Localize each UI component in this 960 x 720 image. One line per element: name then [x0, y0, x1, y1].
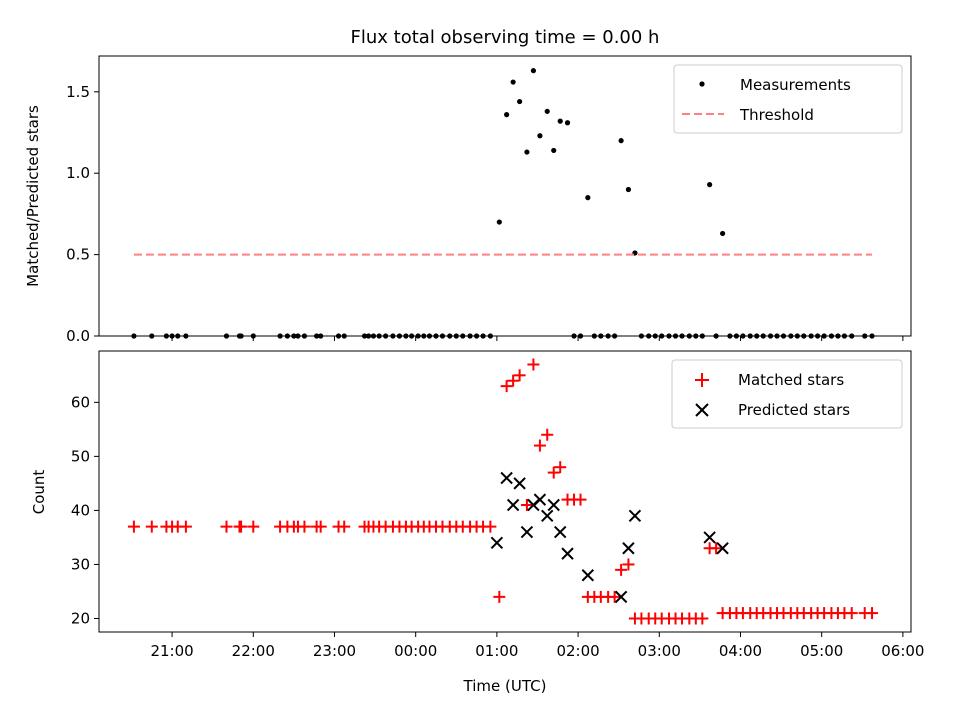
matched-star-point [247, 520, 260, 533]
measurement-point [618, 138, 624, 144]
predicted-legend-label: Predicted stars [738, 401, 850, 419]
matched-star-point [541, 428, 554, 441]
matched-star-point [622, 558, 635, 571]
measurement-point [564, 120, 571, 126]
matched-star-point [608, 590, 621, 603]
matched-star-point [845, 607, 858, 620]
matched-star-point [513, 369, 526, 382]
x-tick-label: 03:00 [638, 642, 681, 660]
predicted-star-point [716, 542, 729, 555]
measurement-point [585, 195, 591, 201]
ratio-y-tick-label: 0.5 [66, 246, 90, 264]
x-axis-label: Time (UTC) [463, 677, 547, 695]
measurement-point [720, 230, 726, 237]
measurement-point [707, 182, 713, 188]
matched-legend-label: Matched stars [738, 371, 844, 389]
matched-star-point [574, 493, 587, 506]
predicted-star-point [513, 477, 526, 490]
matched-star-point [500, 380, 513, 393]
counts-y-tick-label: 30 [71, 555, 90, 573]
ratio-panel: 0.0 0.5 1.0 1.5 Matched/Predicted stars Mea… [24, 55, 912, 345]
counts-y-axis-label: Count [30, 470, 48, 515]
counts-y-tick-label: 40 [71, 501, 90, 519]
counts-y-tick-label: 50 [71, 447, 90, 465]
x-tick-label: 04:00 [719, 642, 762, 660]
x-tick-label: 21:00 [150, 642, 193, 660]
x-tick-label: 05:00 [800, 642, 843, 660]
measurements-legend-marker [699, 81, 705, 87]
matched-star-point [127, 520, 140, 533]
matched-star-point [235, 520, 248, 533]
chart-title: Flux total observing time = 0.00 h [351, 27, 660, 48]
matched-star-point [145, 520, 158, 533]
measurement-point [524, 149, 530, 155]
ratio-legend: Measurements Threshold [673, 64, 903, 134]
measurement-point [537, 133, 543, 139]
matched-legend-marker [695, 373, 709, 387]
matched-star-point [298, 520, 311, 533]
measurement-point [504, 112, 510, 118]
predicted-star-point [520, 525, 534, 539]
measurement-point [530, 68, 537, 74]
matched-star-point [696, 612, 709, 625]
counts-panel: 20 30 40 50 60 21:00 22:00 23:00 00:00 01:00 02:0… [30, 350, 924, 660]
matched-star-point [710, 542, 723, 555]
ratio-y-tick-label: 1.5 [66, 83, 90, 101]
predicted-star-point [500, 471, 513, 485]
predicted-star-point [622, 542, 635, 555]
matched-star-point [314, 520, 327, 533]
predicted-legend-marker [695, 403, 709, 417]
measurement-point [496, 219, 502, 225]
matched-star-point [179, 520, 192, 533]
predicted-star-point [703, 531, 716, 544]
counts-legend: Matched stars Predicted stars [671, 359, 903, 429]
matched-star-point [866, 607, 879, 620]
predicted-star-point [541, 509, 554, 523]
matched-star-point [338, 520, 351, 533]
matched-star-point [533, 439, 546, 452]
predicted-star-point [547, 498, 560, 512]
matched-star-point [554, 461, 567, 474]
matched-star-point [547, 466, 560, 479]
ratio-y-axis-label: Matched/Predicted stars [24, 105, 42, 287]
matched-star-point [527, 358, 540, 371]
x-tick-label: 00:00 [394, 642, 437, 660]
predicted-star-point [614, 590, 628, 604]
predicted-star-point [581, 569, 595, 582]
x-tick-label: 01:00 [475, 642, 518, 660]
predicted-star-point [561, 547, 574, 560]
matched-star-point [493, 590, 506, 603]
measurement-point [510, 79, 516, 85]
measurement-point [557, 118, 563, 124]
x-tick-label: 22:00 [232, 642, 275, 660]
x-tick-label: 06:00 [881, 642, 924, 660]
matched-star-point [220, 520, 233, 533]
matched-star-point [520, 499, 533, 512]
matched-star-point [507, 374, 520, 387]
measurement-point [517, 98, 523, 105]
measurement-point [544, 108, 550, 114]
ratio-axes-frame [98, 55, 912, 337]
x-tick-label: 23:00 [313, 642, 356, 660]
measurement-point [551, 147, 557, 154]
counts-y-tick-label: 60 [71, 393, 90, 411]
measurement-point [625, 186, 632, 193]
ratio-y-tick-label: 0.0 [66, 327, 90, 345]
predicted-star-point [628, 509, 642, 523]
ratio-y-tick-label: 1.0 [66, 164, 90, 182]
counts-axes-frame [98, 350, 912, 633]
matched-star-point [484, 520, 497, 533]
matched-star-point [615, 563, 628, 576]
threshold-legend-label: Threshold [739, 106, 814, 124]
predicted-star-point [533, 493, 547, 506]
measurements-legend-label: Measurements [740, 76, 851, 94]
predicted-star-point [554, 525, 567, 539]
counts-y-tick-label: 20 [71, 609, 90, 627]
x-tick-label: 02:00 [556, 642, 599, 660]
predicted-star-point [490, 536, 504, 550]
predicted-star-point [506, 498, 520, 512]
